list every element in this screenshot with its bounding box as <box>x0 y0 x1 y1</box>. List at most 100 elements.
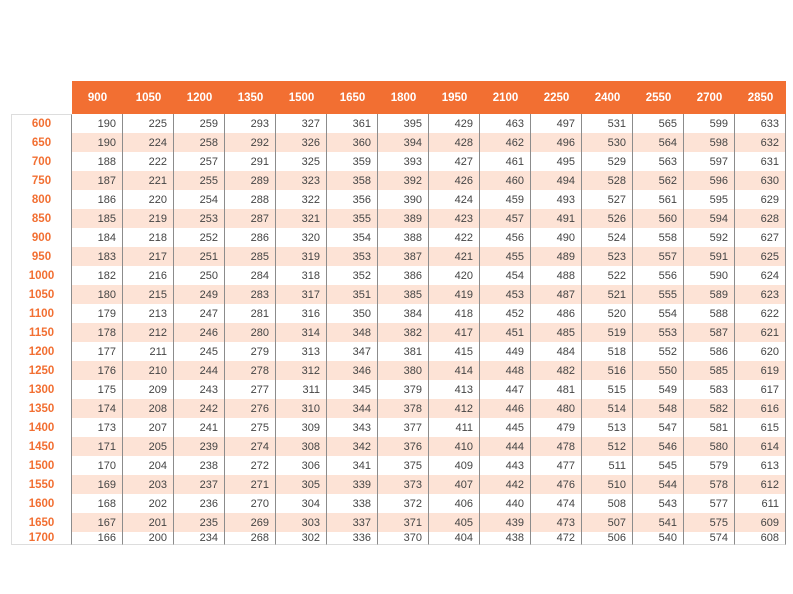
table-cell: 478 <box>531 437 582 456</box>
table-cell: 190 <box>72 133 123 152</box>
table-cell: 291 <box>225 152 276 171</box>
table-cell: 284 <box>225 266 276 285</box>
table-cell: 271 <box>225 475 276 494</box>
table-cell: 249 <box>174 285 225 304</box>
table-cell: 445 <box>480 418 531 437</box>
table-cell: 360 <box>327 133 378 152</box>
table-cell: 255 <box>174 171 225 190</box>
table-cell: 426 <box>429 171 480 190</box>
table-cell: 481 <box>531 380 582 399</box>
table-cell: 429 <box>429 114 480 133</box>
table-cell: 527 <box>582 190 633 209</box>
table-cell: 631 <box>735 152 786 171</box>
table-cell: 411 <box>429 418 480 437</box>
table-cell: 462 <box>480 133 531 152</box>
table-cell: 224 <box>123 133 174 152</box>
table-cell: 373 <box>378 475 429 494</box>
row-header: 1200 <box>11 342 72 361</box>
table-cell: 211 <box>123 342 174 361</box>
column-header: 1050 <box>123 81 174 114</box>
row-header: 1250 <box>11 361 72 380</box>
table-cell: 166 <box>72 532 123 545</box>
table-cell: 612 <box>735 475 786 494</box>
table-cell: 239 <box>174 437 225 456</box>
table-cell: 530 <box>582 133 633 152</box>
table-cell: 524 <box>582 228 633 247</box>
table-cell: 581 <box>684 418 735 437</box>
table-cell: 620 <box>735 342 786 361</box>
table-cell: 175 <box>72 380 123 399</box>
table-cell: 577 <box>684 494 735 513</box>
table-cell: 218 <box>123 228 174 247</box>
table-cell: 529 <box>582 152 633 171</box>
table-cell: 479 <box>531 418 582 437</box>
table-cell: 413 <box>429 380 480 399</box>
table-cell: 541 <box>633 513 684 532</box>
table-cell: 281 <box>225 304 276 323</box>
table-cell: 409 <box>429 456 480 475</box>
table-cell: 188 <box>72 152 123 171</box>
table-cell: 201 <box>123 513 174 532</box>
table-cell: 235 <box>174 513 225 532</box>
row-header: 1600 <box>11 494 72 513</box>
row-header: 1150 <box>11 323 72 342</box>
table-cell: 308 <box>276 437 327 456</box>
table-cell: 621 <box>735 323 786 342</box>
table-cell: 528 <box>582 171 633 190</box>
table-cell: 407 <box>429 475 480 494</box>
table-cell: 516 <box>582 361 633 380</box>
table-cell: 540 <box>633 532 684 545</box>
table-cell: 325 <box>276 152 327 171</box>
table-cell: 321 <box>276 209 327 228</box>
table-cell: 280 <box>225 323 276 342</box>
table-cell: 289 <box>225 171 276 190</box>
table-cell: 353 <box>327 247 378 266</box>
table-cell: 387 <box>378 247 429 266</box>
table-cell: 549 <box>633 380 684 399</box>
table-cell: 415 <box>429 342 480 361</box>
table-cell: 575 <box>684 513 735 532</box>
table-cell: 588 <box>684 304 735 323</box>
table-cell: 453 <box>480 285 531 304</box>
table-cell: 506 <box>582 532 633 545</box>
row-header: 1050 <box>11 285 72 304</box>
table-cell: 356 <box>327 190 378 209</box>
table-cell: 424 <box>429 190 480 209</box>
table-cell: 440 <box>480 494 531 513</box>
table-cell: 277 <box>225 380 276 399</box>
table-cell: 341 <box>327 456 378 475</box>
table-cell: 394 <box>378 133 429 152</box>
table-cell: 454 <box>480 266 531 285</box>
table-cell: 352 <box>327 266 378 285</box>
table-cell: 250 <box>174 266 225 285</box>
table-cell: 237 <box>174 475 225 494</box>
table-cell: 523 <box>582 247 633 266</box>
table-cell: 520 <box>582 304 633 323</box>
table-cell: 628 <box>735 209 786 228</box>
table-cell: 599 <box>684 114 735 133</box>
table-cell: 455 <box>480 247 531 266</box>
table-cell: 245 <box>174 342 225 361</box>
table-cell: 625 <box>735 247 786 266</box>
table-cell: 548 <box>633 399 684 418</box>
table-cell: 185 <box>72 209 123 228</box>
table-cell: 376 <box>378 437 429 456</box>
table-cell: 472 <box>531 532 582 545</box>
table-cell: 377 <box>378 418 429 437</box>
table-cell: 444 <box>480 437 531 456</box>
table-corner <box>11 81 72 114</box>
table-cell: 617 <box>735 380 786 399</box>
row-header: 700 <box>11 152 72 171</box>
table-cell: 200 <box>123 532 174 545</box>
row-header: 750 <box>11 171 72 190</box>
table-cell: 446 <box>480 399 531 418</box>
table-cell: 395 <box>378 114 429 133</box>
table-cell: 560 <box>633 209 684 228</box>
table-cell: 304 <box>276 494 327 513</box>
table-cell: 412 <box>429 399 480 418</box>
table-cell: 622 <box>735 304 786 323</box>
table-cell: 589 <box>684 285 735 304</box>
table-cell: 269 <box>225 513 276 532</box>
row-header: 1550 <box>11 475 72 494</box>
table-cell: 550 <box>633 361 684 380</box>
